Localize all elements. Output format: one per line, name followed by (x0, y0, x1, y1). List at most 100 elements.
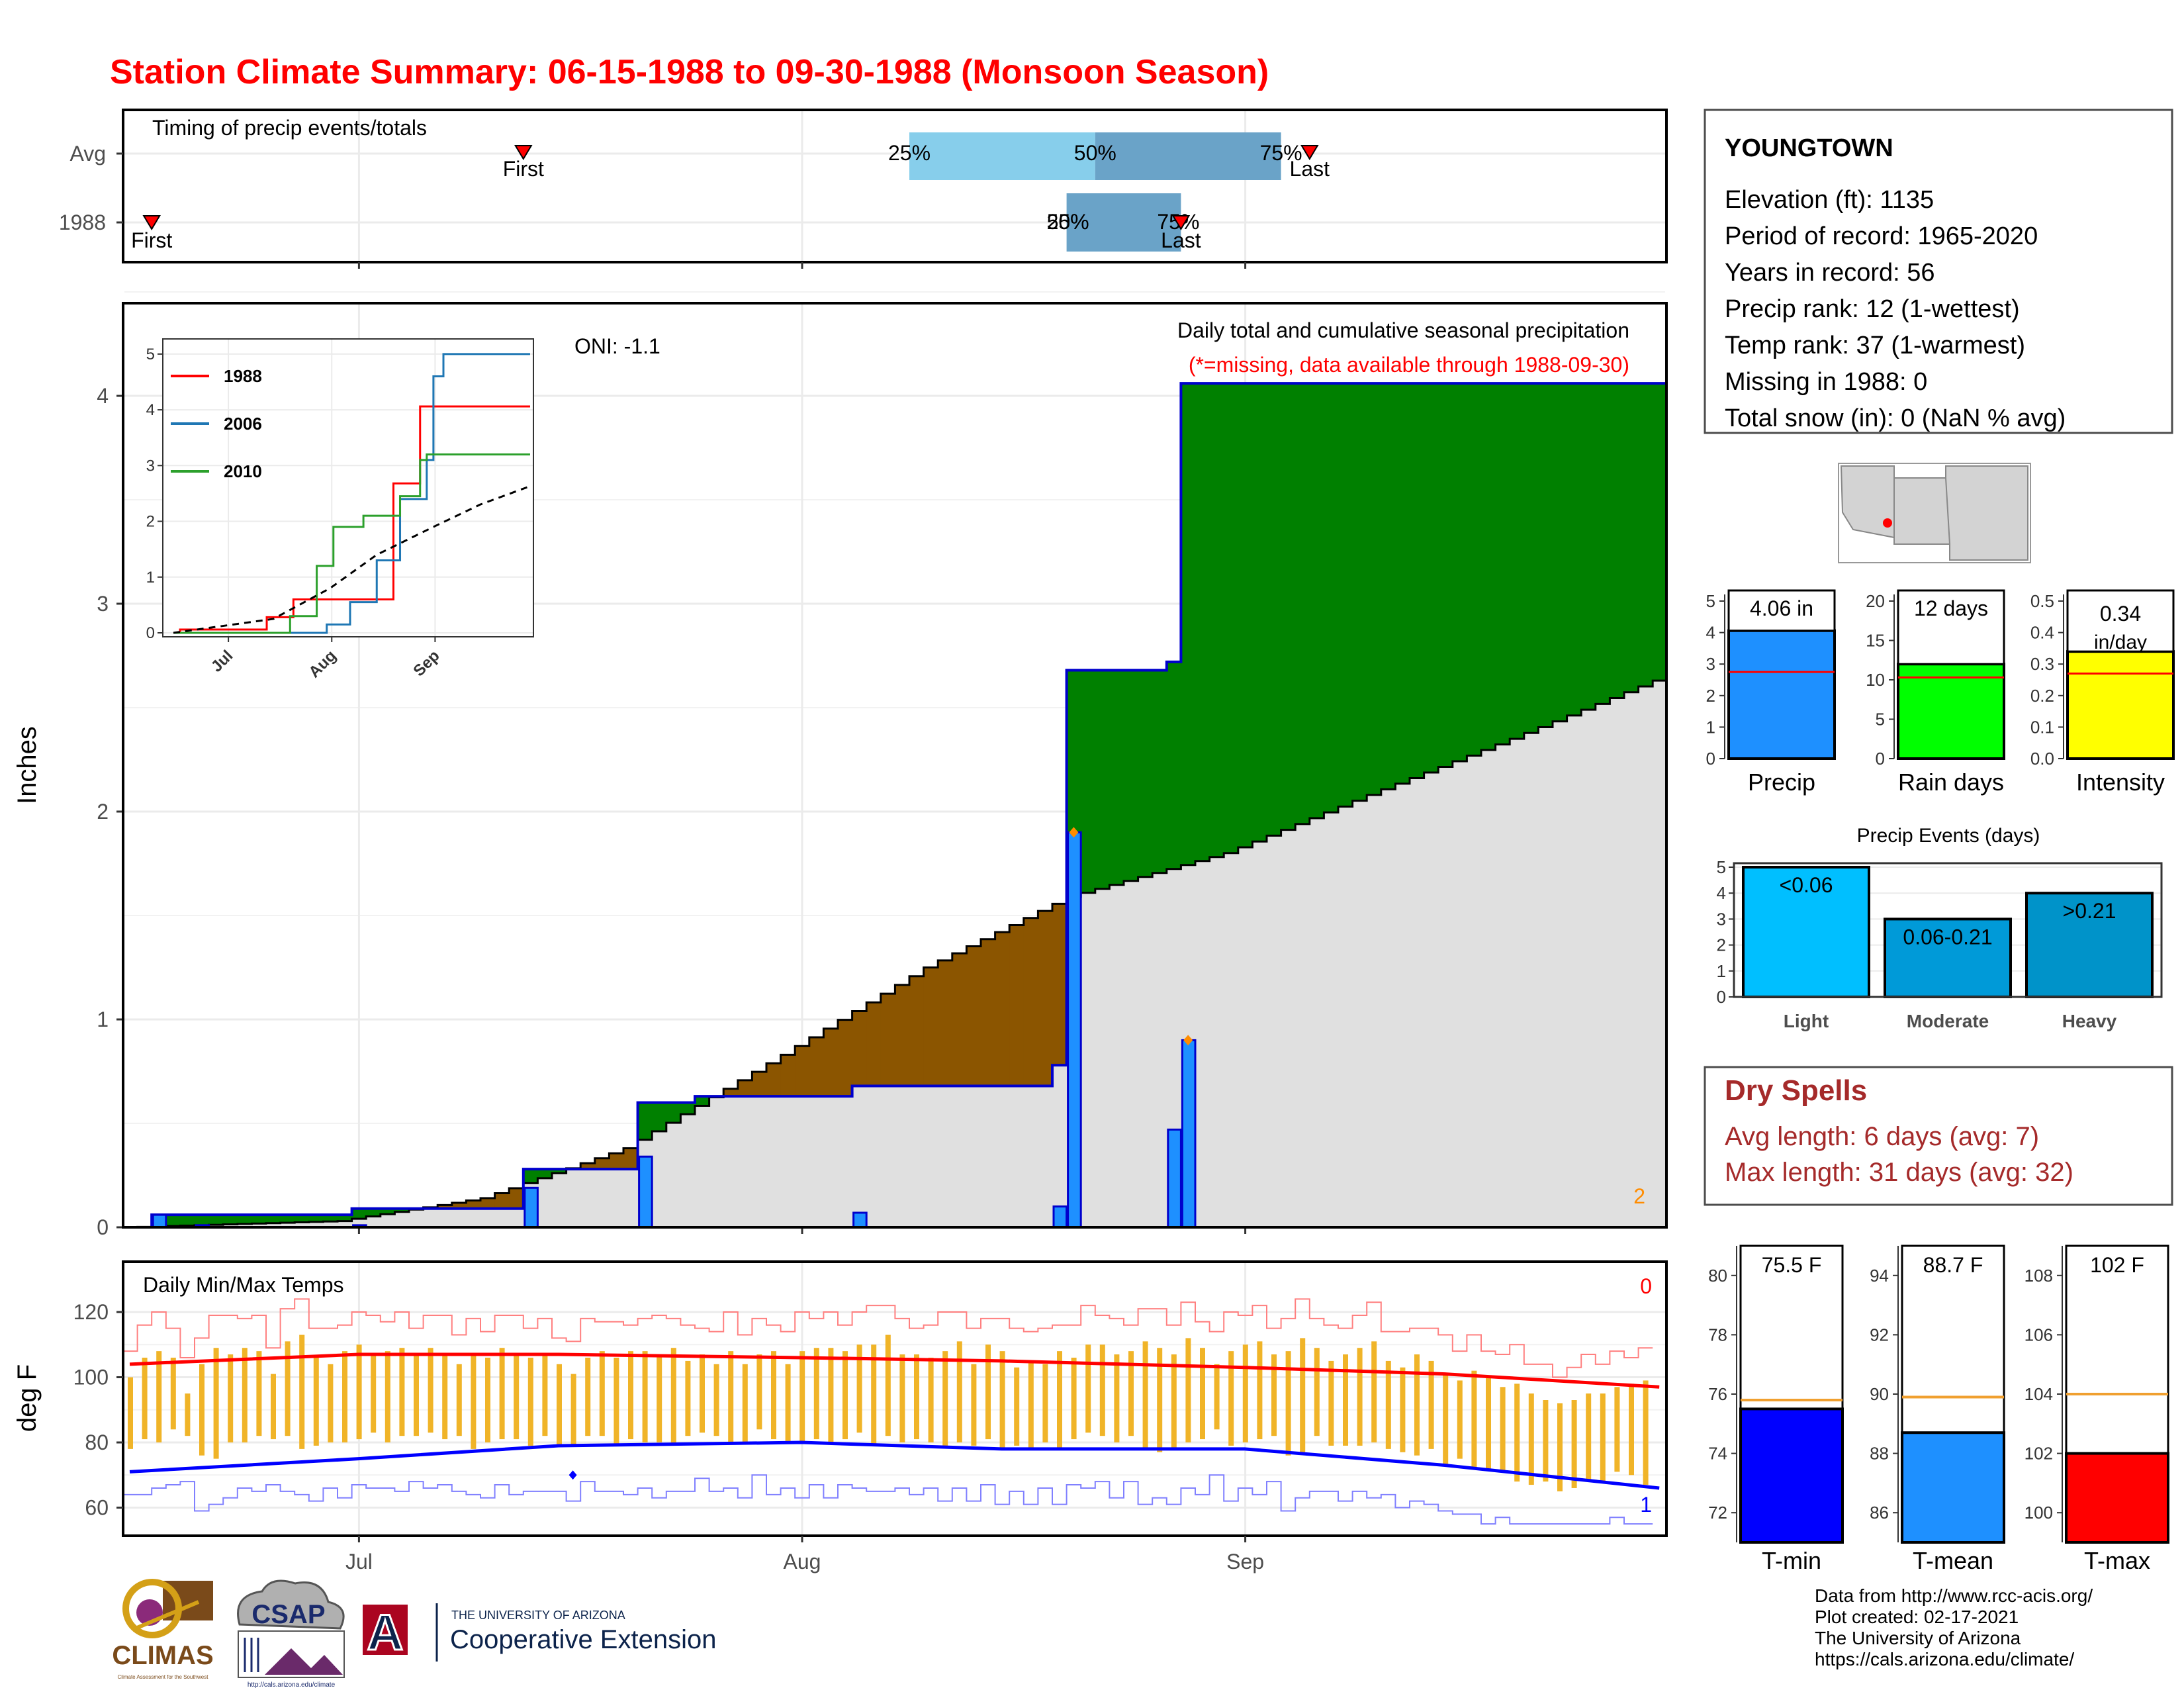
daily-temp-bar (1142, 1341, 1148, 1449)
daily-temp-bar (856, 1344, 862, 1433)
daily-temp-bar (1114, 1354, 1120, 1443)
surplus-area (180, 1215, 195, 1226)
summary-bar-headroom (2066, 589, 2175, 653)
surplus-area (1324, 383, 1339, 813)
daily-temp-bar (299, 1335, 305, 1449)
inset-line-2006 (173, 353, 530, 634)
surplus-area (537, 1169, 553, 1178)
daily-temp-bar (1157, 1348, 1163, 1452)
temp-summary-ytick-label: 100 (2025, 1503, 2053, 1523)
avg-tmin-line (129, 1440, 1660, 1490)
surplus-area (1524, 383, 1539, 733)
daily-temp-bar (1257, 1341, 1263, 1440)
daily-temp-bar (1314, 1348, 1320, 1436)
surplus-area (1138, 670, 1153, 877)
deficit-area (480, 1198, 496, 1209)
daily-temp-bar (1500, 1387, 1506, 1472)
surplus-area (208, 1215, 224, 1225)
deficit-area (737, 1080, 752, 1097)
surplus-area (195, 1215, 210, 1225)
cumulative-base-area (566, 1169, 581, 1227)
cumulative-base-area (1495, 744, 1510, 1227)
daily-temp-bar (1600, 1393, 1606, 1482)
timing-row-1988: 1988 (59, 211, 106, 234)
temp-summary-value-label: 88.7 F (1923, 1253, 1983, 1277)
temp-xtick-label: Sep (1226, 1550, 1264, 1573)
cumulative-base-area (1038, 1086, 1053, 1227)
daily-precip-bar (852, 1211, 868, 1229)
temp-count-high: 0 (1640, 1274, 1652, 1298)
y1988-quartile-bar (1066, 193, 1181, 252)
summary-ytick-label: 0 (1706, 749, 1715, 769)
daily-temp-bar (156, 1351, 162, 1443)
deficit-area (809, 1037, 824, 1097)
inset-frame (162, 338, 534, 637)
surplus-area (1109, 670, 1124, 885)
temp-xtick-label: Aug (784, 1550, 821, 1573)
daily-temp-bar (1099, 1344, 1105, 1436)
location-map (1838, 463, 2031, 563)
daily-temp-bar (713, 1364, 719, 1436)
state-border-lines (1893, 477, 1950, 545)
daily-temp-bar (271, 1374, 276, 1440)
daily-temp-bar (1385, 1360, 1391, 1449)
surplus-area (165, 1215, 181, 1227)
surplus-area (523, 1169, 538, 1184)
cumulative-base-area (223, 1224, 238, 1227)
daily-temp-bar (1200, 1348, 1205, 1440)
temp-ytick-label: 80 (85, 1430, 109, 1454)
cumulative-base-area (1109, 884, 1124, 1227)
cumulative-base-area (1023, 1086, 1038, 1227)
cumulative-base-area (580, 1169, 596, 1227)
cumulative-base-area (880, 1086, 895, 1227)
cumulative-base-area (1352, 800, 1367, 1227)
state-map-shape (1840, 465, 2028, 561)
csap-logo-url: http://cals.arizona.edu/climate (248, 1681, 336, 1688)
daily-temp-bar (599, 1351, 605, 1436)
daily-temp-bar (499, 1348, 505, 1440)
daily-temp-bar (1214, 1364, 1220, 1430)
summary-ytick-label: 0.4 (2030, 623, 2054, 643)
precip-events-chart: Precip Events (days) 0 1 2 3 4 5 <0.06 Light 0.0… (1717, 825, 2163, 1031)
record-marker (1069, 827, 1079, 838)
cumulative-base-area (366, 1216, 381, 1227)
surplus-area (394, 1208, 410, 1212)
cumulative-base-area (1653, 680, 1668, 1227)
station-location-marker (1883, 518, 1892, 528)
deficit-area (723, 1088, 739, 1097)
cumulative-base-area (1138, 876, 1153, 1227)
temp-summary-ytick-label: 86 (1870, 1503, 1889, 1523)
daily-temp-bar (385, 1351, 390, 1443)
events-bar-Heavy (2025, 892, 2154, 998)
surplus-area (1209, 383, 1224, 857)
cumulative-base-area (1438, 767, 1453, 1227)
temp-summary-headroom (2065, 1244, 2169, 1455)
surplus-area (552, 1169, 567, 1174)
daily-temp-bar (985, 1344, 991, 1440)
daily-precip-bar (152, 1213, 167, 1229)
temp-ylabel: deg F (13, 1364, 42, 1432)
daily-temp-bar (1185, 1338, 1191, 1443)
cumulative-base-area (695, 1105, 710, 1227)
cumulative-base-area (1224, 853, 1239, 1227)
summary-bars: 0 1 2 3 4 5 4.06 in Precip 0 5 10 15 20 12 days Rain d… (1706, 589, 2175, 796)
cumulative-base-area (723, 1096, 739, 1227)
surplus-area (1438, 383, 1453, 767)
temp-summary-ytick-label: 104 (2025, 1384, 2053, 1404)
station-line: Period of record: 1965-2020 (1725, 222, 2038, 250)
summary-bar-headroom (1897, 589, 2005, 665)
deficit-area (966, 946, 981, 1086)
daily-temp-bar (670, 1348, 676, 1446)
surplus-area (1481, 383, 1496, 751)
deficit-area (1052, 904, 1068, 1066)
surplus-area (637, 1102, 653, 1140)
deficit-area (766, 1063, 782, 1097)
daily-temp-bar (256, 1351, 262, 1436)
surplus-area (1410, 383, 1425, 778)
deficit-area (1023, 917, 1038, 1086)
summary-bar-headroom (1727, 589, 1836, 632)
cumulative-base-area (295, 1222, 310, 1227)
climas-logo-swoosh (131, 1600, 200, 1632)
